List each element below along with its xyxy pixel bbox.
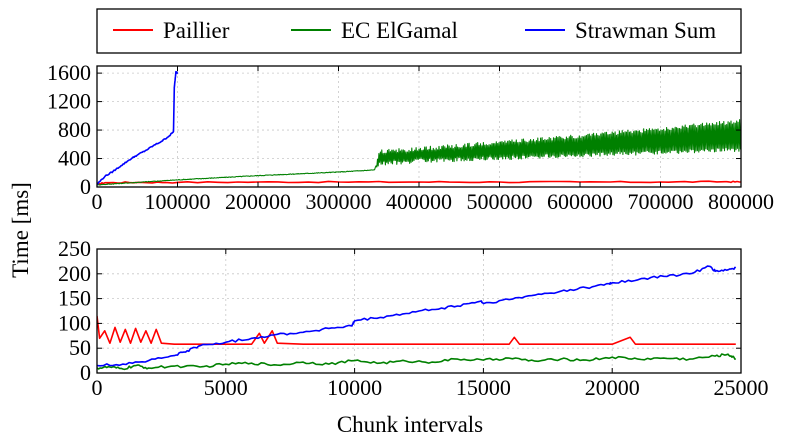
top-ytick-label-1: 400 xyxy=(58,146,91,171)
top-xtick-label-1: 100000 xyxy=(145,189,211,214)
legend-label-paillier: Paillier xyxy=(163,18,230,43)
chart-top: 0 100000 200000 300000 400000 500000 600000 700… xyxy=(47,60,774,214)
y-axis-label: Time [ms] xyxy=(8,182,33,278)
legend: Paillier EC ElGamal Strawman Sum xyxy=(96,8,742,54)
bottom-ytick-label-5: 250 xyxy=(58,236,91,261)
bottom-ytick-label-3: 150 xyxy=(58,286,91,311)
top-ytick-label-0: 0 xyxy=(80,174,91,199)
bottom-xtick-label-1: 5000 xyxy=(204,375,248,400)
bottom-xtick-label-5: 25000 xyxy=(714,375,769,400)
bottom-series-ec-elgamal xyxy=(97,353,736,371)
top-ytick-label-3: 1200 xyxy=(47,89,91,114)
top-ytick-label-4: 1600 xyxy=(47,60,91,85)
legend-frame xyxy=(96,8,742,54)
bottom-series-group xyxy=(97,265,737,371)
top-xtick-label-8: 800000 xyxy=(708,189,774,214)
bottom-ytick-label-1: 50 xyxy=(69,335,91,360)
top-xtick-label-6: 600000 xyxy=(547,189,613,214)
top-series-group xyxy=(97,70,741,186)
bottom-axes-frame xyxy=(96,248,742,374)
bottom-ytick-label-0: 0 xyxy=(80,360,91,385)
bottom-ytick-label-4: 200 xyxy=(58,261,91,286)
bottom-xtick-label-3: 15000 xyxy=(456,375,511,400)
legend-label-strawman-sum: Strawman Sum xyxy=(575,18,716,43)
top-ytick-label-2: 800 xyxy=(58,117,91,142)
bottom-ytick-label-2: 100 xyxy=(58,310,91,335)
bottom-series-paillier xyxy=(97,315,736,345)
bottom-series-strawman-sum xyxy=(97,265,737,367)
top-xtick-label-5: 500000 xyxy=(467,189,533,214)
top-xtick-label-0: 0 xyxy=(92,189,103,214)
top-series-ec-elgamal xyxy=(97,119,741,186)
bottom-xtick-label-4: 20000 xyxy=(585,375,640,400)
top-xtick-label-2: 200000 xyxy=(225,189,291,214)
top-series-strawman-sum xyxy=(97,70,179,185)
legend-label-ec-elgamal: EC ElGamal xyxy=(341,18,458,43)
x-axis-label: Chunk intervals xyxy=(337,412,483,437)
bottom-xtick-label-0: 0 xyxy=(92,375,103,400)
top-xtick-label-3: 300000 xyxy=(306,189,372,214)
top-xtick-label-7: 700000 xyxy=(628,189,694,214)
top-xtick-label-4: 400000 xyxy=(386,189,452,214)
bottom-xtick-label-2: 10000 xyxy=(327,375,382,400)
